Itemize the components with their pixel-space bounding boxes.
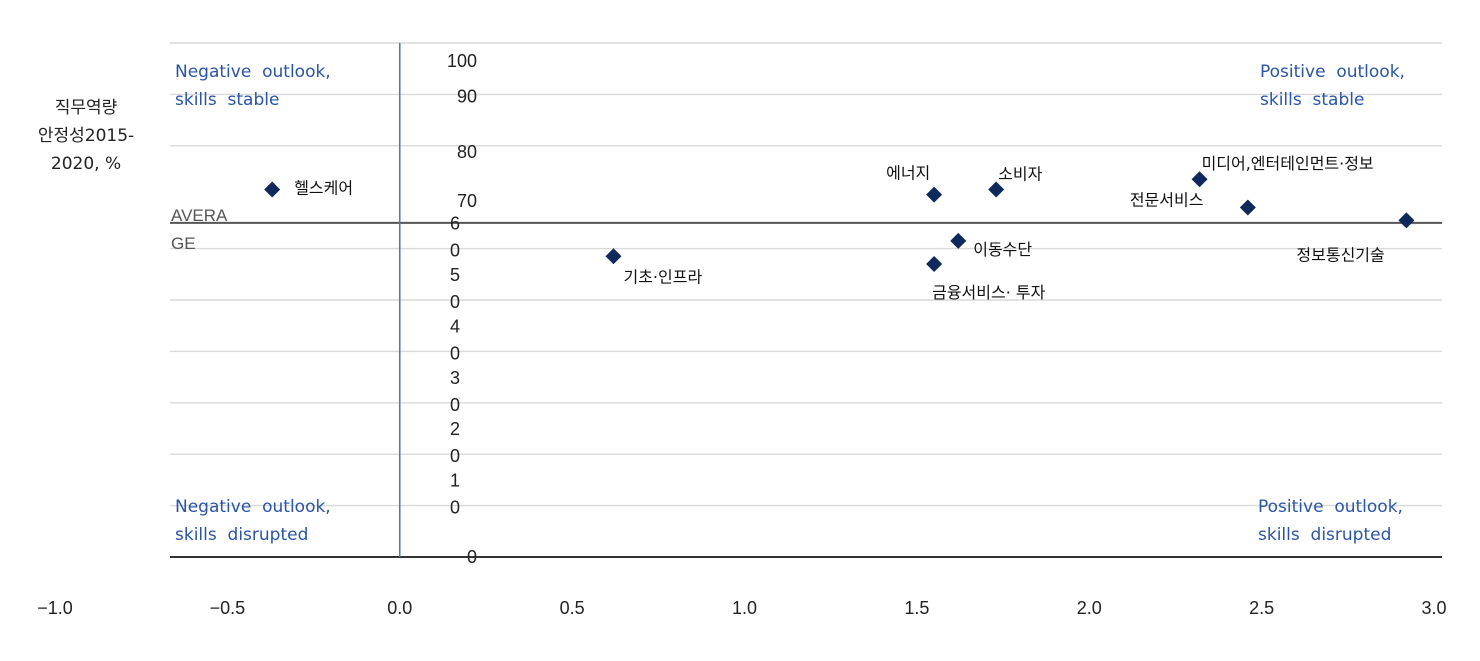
x-tick-label: 2.0 xyxy=(1077,598,1102,618)
x-tick-label: 3.0 xyxy=(1421,598,1446,618)
y-axis-label: 안정성2015- xyxy=(38,126,134,146)
y-tick-label: 0 xyxy=(450,498,460,518)
y-axis-label: 직무역량 xyxy=(55,98,118,118)
data-point-label: 헬스케어 xyxy=(294,178,353,197)
x-tick-label: 0.5 xyxy=(560,598,585,618)
y-tick-label: 0 xyxy=(450,241,460,261)
quadrant-label: Negative outlook, xyxy=(175,62,331,82)
data-point-marker xyxy=(1191,171,1208,188)
x-tick-label: −1.0 xyxy=(37,598,73,618)
y-tick-label: 6 xyxy=(450,214,460,234)
y-tick-label: 5 xyxy=(450,265,460,285)
x-tick-label: 1.5 xyxy=(904,598,929,618)
data-point-marker xyxy=(926,256,943,273)
data-point-label: 미디어,엔터테인먼트·정보 xyxy=(1202,154,1374,173)
quadrant-label: skills disrupted xyxy=(175,525,308,545)
data-point-label: 소비자 xyxy=(998,164,1042,183)
quadrant-label: skills stable xyxy=(1260,90,1364,110)
x-tick-label: 0.0 xyxy=(387,598,412,618)
average-label: GE xyxy=(171,234,196,253)
y-tick-label: 0 xyxy=(467,547,477,567)
quadrant-label: Positive outlook, xyxy=(1258,497,1403,517)
data-point-label: 이동수단 xyxy=(973,240,1032,259)
data-point-label: 기초·인프라 xyxy=(623,267,702,286)
y-tick-label: 100 xyxy=(447,51,477,71)
y-tick-label: 3 xyxy=(450,368,460,388)
y-tick-label: 4 xyxy=(450,316,460,336)
data-point-marker xyxy=(988,181,1005,198)
y-tick-label: 2 xyxy=(450,419,460,439)
data-point-marker xyxy=(1239,199,1256,216)
average-label: AVERA xyxy=(171,206,228,225)
x-tick-label: −0.5 xyxy=(210,598,246,618)
quadrant-label: skills stable xyxy=(175,90,279,110)
x-tick-label: 2.5 xyxy=(1249,598,1274,618)
data-point-marker xyxy=(950,232,967,249)
quadrant-label: Positive outlook, xyxy=(1260,62,1405,82)
data-point-marker xyxy=(926,186,943,203)
data-point-label: 금융서비스· 투자 xyxy=(932,283,1045,302)
data-point-label: 전문서비스 xyxy=(1130,190,1204,209)
data-point-marker xyxy=(605,248,622,265)
y-tick-label: 1 xyxy=(450,471,460,491)
y-tick-label: 0 xyxy=(450,395,460,415)
x-tick-label: 1.0 xyxy=(732,598,757,618)
y-tick-label: 70 xyxy=(457,191,477,211)
y-axis-label: 2020, % xyxy=(51,154,121,174)
data-point-marker xyxy=(1398,212,1415,229)
data-point-marker xyxy=(264,181,281,198)
y-tick-label: 0 xyxy=(450,292,460,312)
y-tick-label: 0 xyxy=(450,446,460,466)
y-tick-label: 0 xyxy=(450,343,460,363)
y-tick-label: 90 xyxy=(457,86,477,106)
data-point-label: 에너지 xyxy=(886,164,930,183)
y-tick-label: 80 xyxy=(457,142,477,162)
data-point-label: 정보통신기술 xyxy=(1296,245,1384,264)
quadrant-label: skills disrupted xyxy=(1258,525,1391,545)
quadrant-label: Negative outlook, xyxy=(175,497,331,517)
